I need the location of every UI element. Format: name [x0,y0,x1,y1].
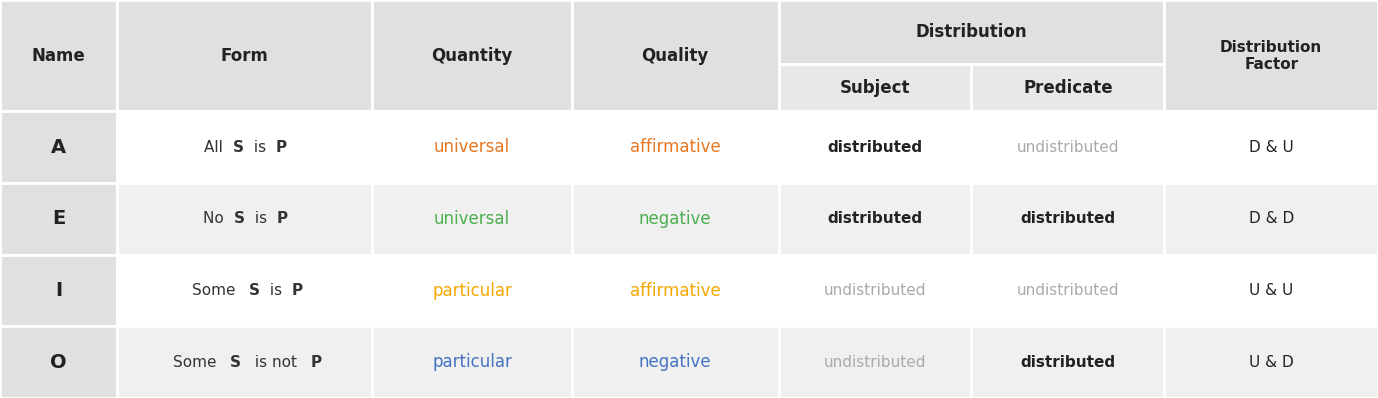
Bar [117,0,372,111]
Bar [971,64,1164,111]
Text: undistributed: undistributed [1017,283,1119,298]
Text: Subject: Subject [839,78,911,97]
Text: is: is [249,140,271,155]
Bar [372,326,572,398]
Text: All: All [204,140,227,155]
Text: distributed: distributed [827,211,923,226]
Bar [372,255,572,326]
Text: Form: Form [220,47,269,65]
Text: is not: is not [249,355,302,370]
Text: Some: Some [192,283,240,298]
Bar [779,255,971,326]
Bar [372,111,572,183]
Text: P: P [276,140,287,155]
Text: Some: Some [172,355,220,370]
Text: D & D: D & D [1248,211,1294,226]
Text: I: I [55,281,62,300]
Bar [572,0,779,111]
Text: affirmative: affirmative [630,138,721,156]
Text: Quantity: Quantity [431,47,513,65]
Text: Distribution: Distribution [915,23,1028,41]
Text: Distribution
Factor: Distribution Factor [1220,39,1323,72]
Text: is: is [265,283,287,298]
Bar [372,0,572,111]
Text: Name: Name [32,47,85,65]
Bar [0,0,117,111]
Bar [0,183,117,255]
Text: U & D: U & D [1248,355,1294,370]
Text: S: S [233,140,244,155]
Text: D & U: D & U [1248,140,1294,155]
Bar [779,326,971,398]
Text: No: No [204,211,229,226]
Bar [117,326,372,398]
Text: affirmative: affirmative [630,281,721,300]
Bar [971,183,1164,255]
Bar [1164,0,1378,111]
Bar [1164,326,1378,398]
Text: O: O [50,353,68,372]
Text: is: is [249,211,271,226]
Text: U & U: U & U [1248,283,1294,298]
Text: distributed: distributed [827,140,923,155]
Bar [117,183,372,255]
Bar [779,183,971,255]
Text: negative: negative [639,353,711,371]
Bar [779,111,971,183]
Text: particular: particular [433,353,511,371]
Text: S: S [249,283,260,298]
Bar [0,111,117,183]
Text: A: A [51,138,66,157]
Bar [1164,183,1378,255]
Text: E: E [52,209,65,228]
Text: distributed: distributed [1020,211,1116,226]
Text: P: P [311,355,322,370]
Text: undistributed: undistributed [824,283,926,298]
Bar [372,183,572,255]
Bar [117,255,372,326]
Bar [971,111,1164,183]
Text: undistributed: undistributed [824,355,926,370]
Bar [1164,111,1378,183]
Text: Predicate: Predicate [1022,78,1113,97]
Bar [572,255,779,326]
Bar [572,111,779,183]
Bar [971,326,1164,398]
Bar [779,0,1164,64]
Bar [572,326,779,398]
Text: P: P [292,283,303,298]
Text: universal: universal [434,138,510,156]
Text: P: P [277,211,288,226]
Text: negative: negative [639,210,711,228]
Text: universal: universal [434,210,510,228]
Bar [0,326,117,398]
Text: S: S [230,355,241,370]
Bar [572,183,779,255]
Text: distributed: distributed [1020,355,1116,370]
Text: undistributed: undistributed [1017,140,1119,155]
Bar [779,64,971,111]
Bar [1164,255,1378,326]
Text: particular: particular [433,281,511,300]
Bar [117,111,372,183]
Bar [971,255,1164,326]
Text: S: S [234,211,245,226]
Text: Quality: Quality [642,47,708,65]
Bar [0,255,117,326]
